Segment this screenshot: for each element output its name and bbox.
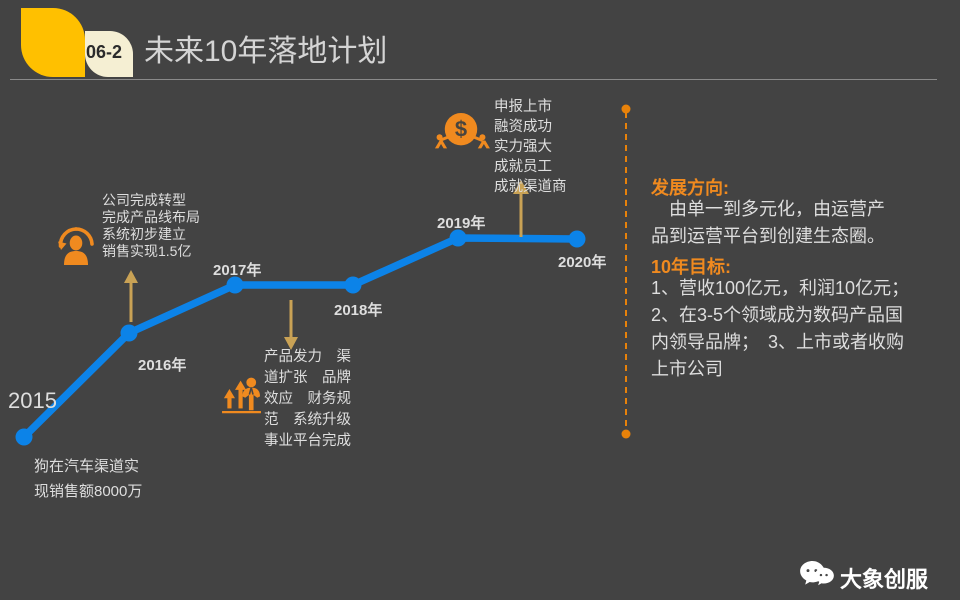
svg-text:$: $ <box>455 117 467 142</box>
